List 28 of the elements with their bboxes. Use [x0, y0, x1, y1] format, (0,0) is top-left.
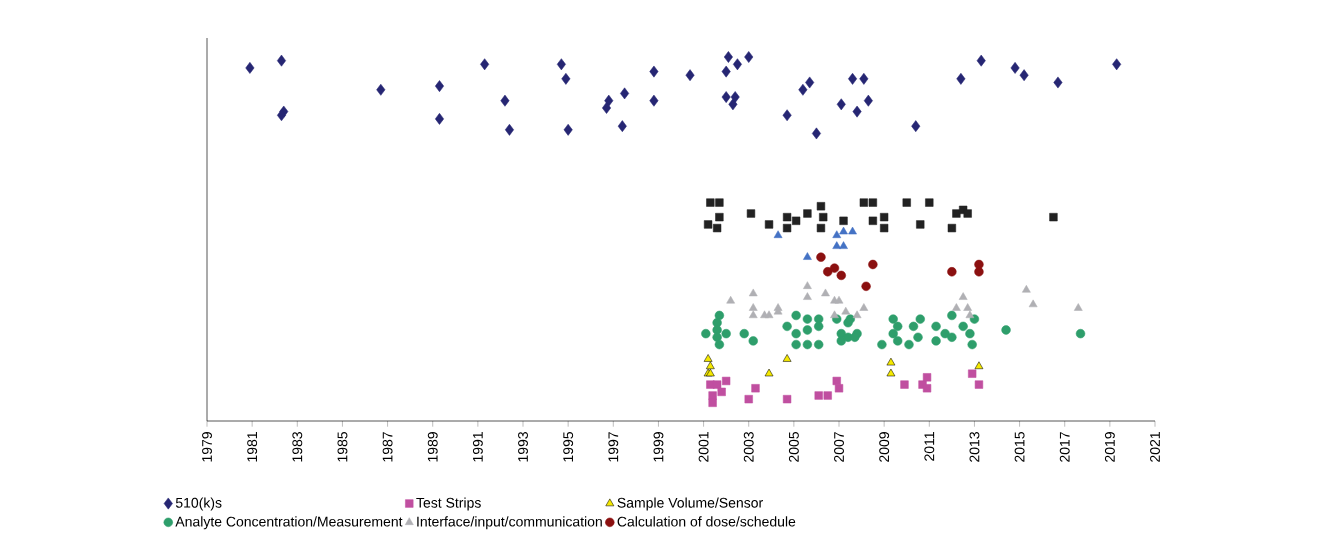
x-tick-label: 1991 — [472, 432, 483, 462]
x-tick-label: 1995 — [563, 432, 574, 462]
x-tick-label: 2007 — [834, 432, 844, 462]
legend-label: Sample Volume/Sensor — [617, 497, 763, 511]
x-tick-label: 1997 — [608, 432, 619, 462]
legend-label: Analyte Concentration/Measurement — [175, 516, 403, 530]
x-tick-label: 2005 — [788, 432, 799, 462]
x-tick-label: 2003 — [743, 432, 754, 462]
legend-label: Test Strips — [416, 497, 481, 511]
x-tick-label: 2017 — [1059, 432, 1070, 462]
legend-label: 510(k)s — [175, 497, 222, 511]
x-tick-label: 2015 — [1014, 432, 1025, 462]
legend-label: Interface/input/communication — [417, 516, 602, 530]
x-tick-label: 1985 — [337, 432, 348, 462]
x-tick-label: 2009 — [879, 432, 890, 462]
x-tick-label: 1987 — [382, 432, 393, 462]
x-tick-label: 1993 — [518, 432, 528, 462]
x-tick-label: 2001 — [698, 432, 709, 462]
x-tick-label: 1981 — [247, 432, 258, 462]
legend-label: Calculation of dose/schedule — [617, 516, 796, 527]
x-tick-label: 1983 — [292, 432, 303, 462]
x-tick-label: 2013 — [969, 432, 980, 462]
x-tick-label: 2019 — [1104, 432, 1115, 462]
x-tick-label: 2011 — [924, 432, 935, 461]
x-tick-label: 2021 — [1150, 432, 1160, 462]
x-tick-label: 1999 — [653, 432, 664, 462]
x-tick-label: 1979 — [202, 432, 212, 462]
x-tick-label: 1989 — [427, 432, 438, 462]
